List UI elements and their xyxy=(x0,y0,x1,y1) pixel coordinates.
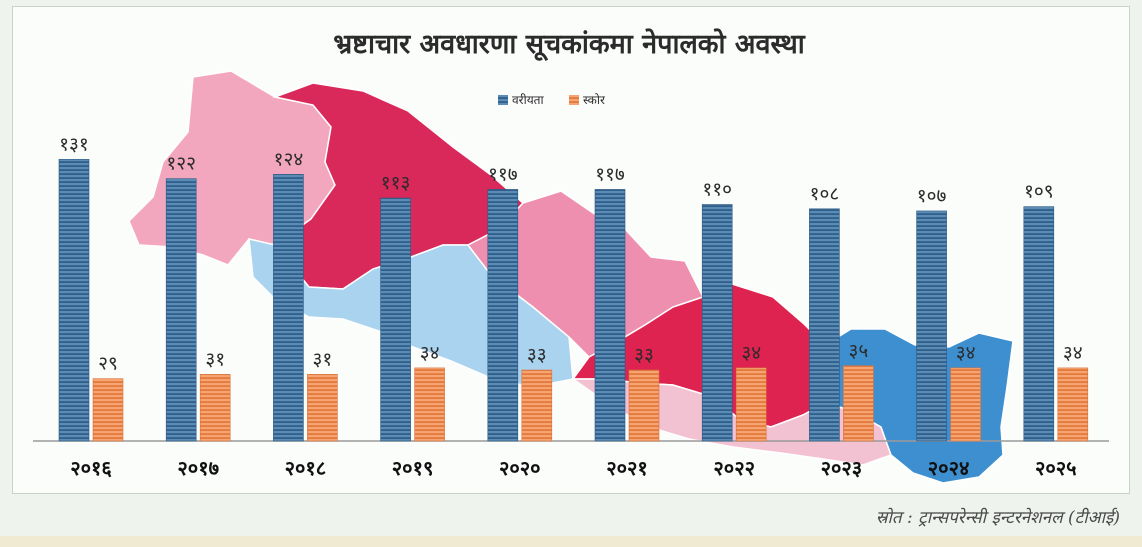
data-label-rank-२०२२: ११० xyxy=(702,179,732,201)
legend-label-score: स्कोर xyxy=(583,93,606,107)
legend-swatch-rank xyxy=(498,95,508,105)
bar-rank-२०१६ xyxy=(58,159,90,442)
data-label-rank-२०२०: ११७ xyxy=(488,163,518,185)
x-tick-label-२०२३: २०२३ xyxy=(821,456,863,480)
bar-rank-२०१८ xyxy=(273,174,304,442)
x-tick-label-२०२५: २०२५ xyxy=(1035,456,1077,480)
data-label-score-२०१८: ३१ xyxy=(313,348,333,370)
bar-rank-२०१७ xyxy=(165,178,197,442)
x-tick-label-२०२२: २०२२ xyxy=(713,456,755,480)
bar-score-२०१८ xyxy=(307,374,338,442)
bar-rank-२०२० xyxy=(487,189,519,442)
legend: वरीयता स्कोर xyxy=(498,93,606,107)
bar-rank-२०१९ xyxy=(380,197,411,442)
data-label-score-२०२३: ३५ xyxy=(849,340,869,362)
data-label-rank-२०१७: १२२ xyxy=(166,153,196,175)
bar-score-२०१७ xyxy=(199,374,231,442)
data-label-score-२०१७: ३१ xyxy=(205,348,225,370)
x-tick-label-२०१८: २०१८ xyxy=(285,456,327,480)
x-tick-label-२०२०: २०२० xyxy=(499,456,541,480)
data-label-rank-२०२४: १०७ xyxy=(917,185,947,207)
bar-rank-२०२५ xyxy=(1023,206,1055,442)
data-label-rank-२०२५: १०९ xyxy=(1024,181,1054,203)
data-label-rank-२०२१: ११७ xyxy=(595,163,625,185)
bottom-strip xyxy=(0,536,1142,547)
bar-score-२०१९ xyxy=(414,367,445,442)
x-tick-label-२०२४: २०२४ xyxy=(928,456,970,480)
data-label-score-२०२१: ३३ xyxy=(634,344,654,366)
x-tick-label-२०१९: २०१९ xyxy=(392,456,434,480)
bar-score-२०२५ xyxy=(1057,367,1089,442)
bar-score-२०२४ xyxy=(950,367,981,442)
data-label-score-२०१६: २९ xyxy=(98,353,118,375)
x-tick-label-२०१७: २०१७ xyxy=(177,456,219,480)
data-label-score-२०२५: ३४ xyxy=(1063,342,1083,364)
data-label-rank-२०१६: १३१ xyxy=(59,133,89,155)
source-note: स्रोत : ट्रान्सपरेन्सी इन्टरनेशनल (टीआई) xyxy=(875,508,1120,528)
bar-rank-२०२४ xyxy=(916,210,947,442)
bar-score-२०२२ xyxy=(735,367,767,442)
chart-frame: १३१ २९ २०१६ १२२ ३१ २०१७ १२४ ३१ २०१८ ११३ ३४ २०१९ ११७ ३… xyxy=(12,6,1130,494)
bar-rank-२०२१ xyxy=(594,189,626,442)
bar-score-२०२३ xyxy=(843,365,874,442)
legend-label-rank: वरीयता xyxy=(512,93,544,107)
data-label-score-२०२२: ३४ xyxy=(741,342,761,364)
bar-score-२०२० xyxy=(521,369,553,442)
bar-score-२०१६ xyxy=(92,378,124,442)
data-label-score-२०२०: ३३ xyxy=(527,344,547,366)
data-label-rank-२०१८: १२४ xyxy=(274,148,304,170)
nepal-map-background xyxy=(128,70,1014,484)
data-label-score-२०१९: ३४ xyxy=(420,342,440,364)
chart-svg: १३१ २९ २०१६ १२२ ३१ २०१७ १२४ ३१ २०१८ ११३ ३४ २०१९ ११७ ३… xyxy=(33,28,1109,484)
data-label-score-२०२४: ३४ xyxy=(956,342,976,364)
x-tick-label-२०१६: २०१६ xyxy=(70,456,112,480)
bar-rank-२०२३ xyxy=(809,208,840,442)
legend-swatch-score xyxy=(569,95,579,105)
x-tick-label-२०२१: २०२१ xyxy=(606,456,648,480)
bar-score-२०२१ xyxy=(628,369,660,442)
data-label-rank-२०१९: ११३ xyxy=(381,172,411,194)
bar-rank-२०२२ xyxy=(701,204,733,442)
data-label-rank-२०२३: १०८ xyxy=(810,183,840,205)
chart-title: भ्रष्टाचार अवधारणा सूचकांकमा नेपालको अवस… xyxy=(333,28,806,62)
